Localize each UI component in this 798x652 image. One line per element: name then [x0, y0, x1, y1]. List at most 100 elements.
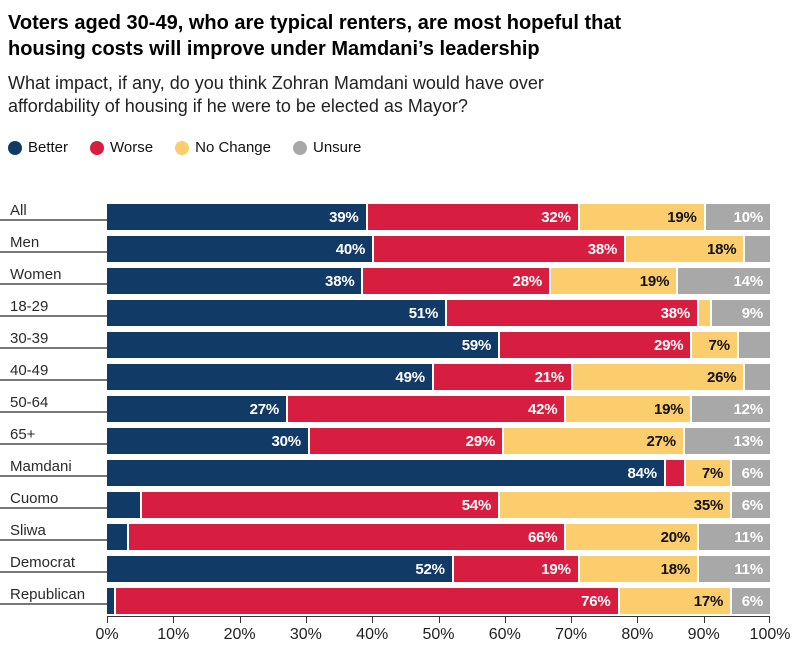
segment-value-label: 19%	[667, 208, 697, 226]
stacked-bar: 84% 7% 6%	[107, 460, 770, 486]
x-axis-tick	[239, 616, 241, 623]
legend: Better Worse No Change Unsure	[0, 139, 798, 156]
bar-segment-unsure: 11%	[697, 556, 770, 582]
x-axis: 0% 10% 20% 30% 40% 50% 60% 70% 80% 90% 100%	[95, 616, 790, 650]
stacked-bar: 27% 42% 19% 12%	[107, 396, 770, 422]
chart-row-40-49: 40-49 49% 21% 26%	[0, 360, 798, 392]
bar-segment-unsure: 13%	[682, 428, 770, 454]
bar-segment-worse: 21%	[431, 364, 572, 390]
x-axis-tick	[504, 616, 506, 623]
segment-value-label: 14%	[733, 272, 764, 290]
category-label: 50-64	[0, 394, 107, 413]
bar-segment-worse: 38%	[372, 236, 625, 262]
bar-segment-no-change: 19%	[548, 268, 677, 294]
segment-value-label: 38%	[587, 240, 618, 258]
chart-row-democrat: Democrat 52% 19% 18% 11%	[0, 552, 798, 584]
segment-value-label: 11%	[734, 528, 763, 546]
bar-segment-worse: 66%	[126, 524, 565, 550]
x-axis-tick	[571, 616, 573, 623]
segment-value-label: 39%	[329, 208, 359, 226]
bar-segment-better: 27%	[107, 396, 286, 422]
x-axis-tick	[107, 616, 108, 623]
chart-row-republican: Republican 76% 17% 6%	[0, 584, 798, 616]
x-axis-tick	[372, 616, 374, 623]
legend-dot-unsure-icon	[293, 140, 307, 155]
stacked-bar: 30% 29% 27% 13%	[107, 428, 770, 454]
x-axis-tick	[305, 616, 307, 623]
stacked-bar: 59% 29% 7%	[107, 332, 770, 358]
bar-segment-no-change: 19%	[564, 396, 691, 422]
legend-label: Better	[28, 139, 69, 156]
segment-value-label: 13%	[733, 432, 764, 450]
bar-segment-no-change: 7%	[690, 332, 737, 358]
stacked-bar: 38% 28% 19% 14%	[107, 268, 770, 294]
page-subtitle-line2: affordability of housing if he were to b…	[8, 96, 468, 116]
x-axis-tick	[438, 616, 440, 623]
x-axis-tick-label: 30%	[289, 626, 322, 643]
segment-value-label: 18%	[660, 560, 691, 578]
chart-rows: All 39% 32% 19% 10% Men 40% 38% 18% Women 38% 28% 19…	[0, 200, 798, 616]
x-axis-tick-label: 60%	[488, 626, 521, 643]
segment-value-label: 7%	[708, 336, 730, 354]
legend-item-no-change: No Change	[175, 139, 271, 156]
chart-row-men: Men 40% 38% 18%	[0, 232, 798, 264]
segment-value-label: 7%	[701, 464, 724, 482]
category-label: 65+	[0, 426, 107, 445]
bar-segment-unsure	[743, 236, 770, 262]
segment-value-label: 54%	[461, 496, 492, 514]
x-axis-tick-label: 10%	[157, 626, 190, 643]
bar-segment-better: 59%	[107, 332, 499, 358]
category-label: Cuomo	[0, 490, 107, 509]
segment-value-label: 76%	[581, 592, 611, 610]
bar-segment-unsure	[736, 332, 770, 358]
segment-value-label: 12%	[733, 400, 764, 418]
segment-value-label: 52%	[415, 560, 445, 578]
bar-segment-worse: 19%	[451, 556, 578, 582]
bar-segment-worse: 32%	[365, 204, 578, 230]
segment-value-label: 19%	[639, 272, 670, 290]
segment-value-label: 32%	[541, 208, 571, 226]
x-axis-tick-label: 0%	[95, 626, 119, 643]
segment-value-label: 49%	[395, 368, 425, 386]
segment-value-label: 11%	[734, 560, 763, 578]
stacked-bar: 54% 35% 6%	[107, 492, 770, 518]
chart-row-50-64: 50-64 27% 42% 19% 12%	[0, 392, 798, 424]
category-label: 40-49	[0, 362, 107, 381]
x-axis-tick-label: 40%	[356, 626, 389, 643]
legend-item-worse: Worse	[90, 139, 153, 156]
chart-row-30-39: 30-39 59% 29% 7%	[0, 328, 798, 360]
bar-segment-unsure: 14%	[676, 268, 770, 294]
segment-value-label: 29%	[465, 432, 496, 450]
bar-segment-unsure: 12%	[690, 396, 770, 422]
bar-segment-no-change	[697, 300, 711, 326]
bar-segment-worse: 38%	[445, 300, 698, 326]
x-axis-tick	[769, 616, 770, 623]
stacked-bar: 49% 21% 26%	[107, 364, 770, 390]
bar-segment-unsure: 10%	[703, 204, 770, 230]
bar-segment-no-change: 26%	[571, 364, 744, 390]
bar-segment-worse: 54%	[140, 492, 499, 518]
segment-value-label: 6%	[741, 592, 763, 610]
bar-segment-worse: 29%	[498, 332, 691, 358]
stacked-bar: 51% 38% 9%	[107, 300, 770, 326]
bar-segment-worse: 42%	[286, 396, 565, 422]
chart-row-65: 65+ 30% 29% 27% 13%	[0, 424, 798, 456]
legend-label: Worse	[110, 139, 154, 156]
bar-segment-unsure: 6%	[730, 460, 770, 486]
x-axis-tick-label: 20%	[223, 626, 256, 643]
chart-row-mamdani: Mamdani 84% 7% 6%	[0, 456, 798, 488]
chart-row-all: All 39% 32% 19% 10%	[0, 200, 798, 232]
bar-segment-unsure: 6%	[730, 492, 770, 518]
segment-value-label: 21%	[534, 368, 565, 386]
segment-value-label: 6%	[741, 496, 763, 514]
legend-label: No Change	[195, 139, 271, 156]
chart: All 39% 32% 19% 10% Men 40% 38% 18% Women 38% 28% 19…	[0, 200, 798, 650]
legend-dot-worse-icon	[90, 140, 105, 155]
x-axis-tick-label: 90%	[687, 626, 720, 643]
legend-item-better: Better	[8, 139, 68, 156]
chart-row-cuomo: Cuomo 54% 35% 6%	[0, 488, 798, 520]
bar-segment-no-change: 20%	[564, 524, 698, 550]
category-label: Men	[0, 234, 107, 253]
segment-value-label: 35%	[693, 496, 724, 514]
